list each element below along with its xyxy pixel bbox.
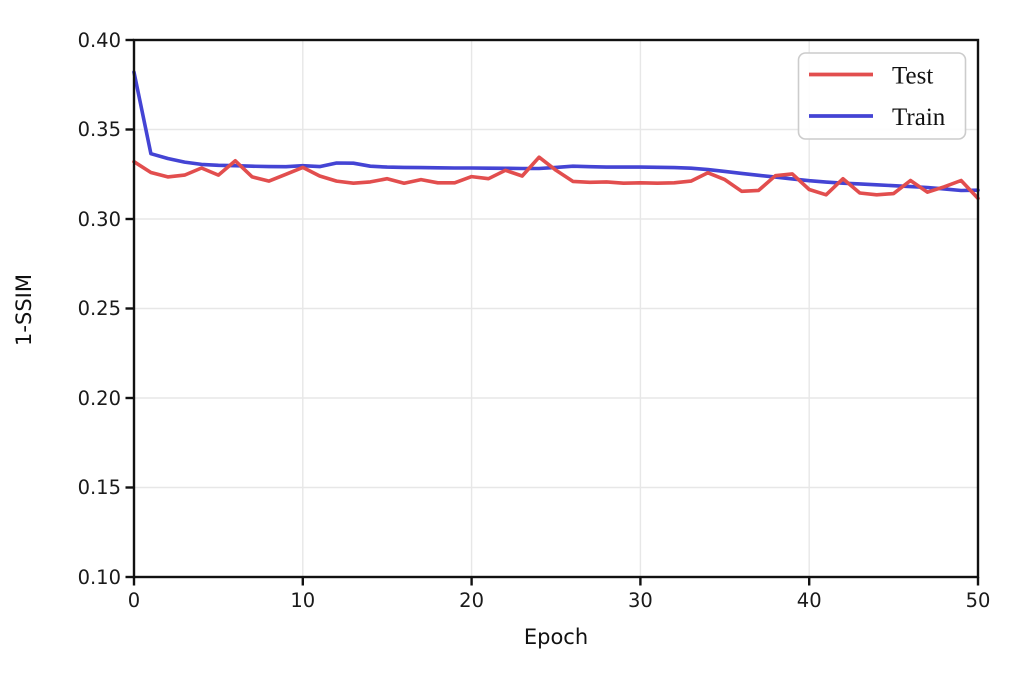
y-tick-label: 0.25	[78, 297, 121, 320]
y-tick-label: 0.10	[78, 566, 121, 589]
legend-test-label: Test	[892, 63, 933, 90]
x-tick-label: 40	[797, 589, 822, 612]
x-tick-label: 20	[459, 589, 484, 612]
y-tick-label: 0.20	[78, 387, 121, 410]
x-tick-label: 10	[290, 589, 315, 612]
y-tick-label: 0.30	[78, 208, 121, 231]
legend-train-label: Train	[892, 104, 946, 131]
x-axis-label: Epoch	[524, 625, 588, 649]
x-tick-label: 0	[128, 589, 140, 612]
y-tick-label: 0.15	[78, 476, 121, 499]
tick-marks	[125, 38, 980, 586]
test-line	[132, 155, 980, 201]
y-tick-label: 0.35	[78, 118, 121, 141]
y-axis-label: 1-SSIM	[12, 274, 36, 346]
x-tick-label: 30	[628, 589, 653, 612]
x-tick-labels: 0 10 20 30 40 50	[128, 589, 991, 612]
y-tick-labels: 0.40 0.35 0.30 0.25 0.20 0.15 0.10	[78, 29, 121, 589]
x-tick-label: 50	[966, 589, 991, 612]
legend: Test Train	[797, 52, 967, 140]
y-tick-label: 0.40	[78, 29, 121, 52]
